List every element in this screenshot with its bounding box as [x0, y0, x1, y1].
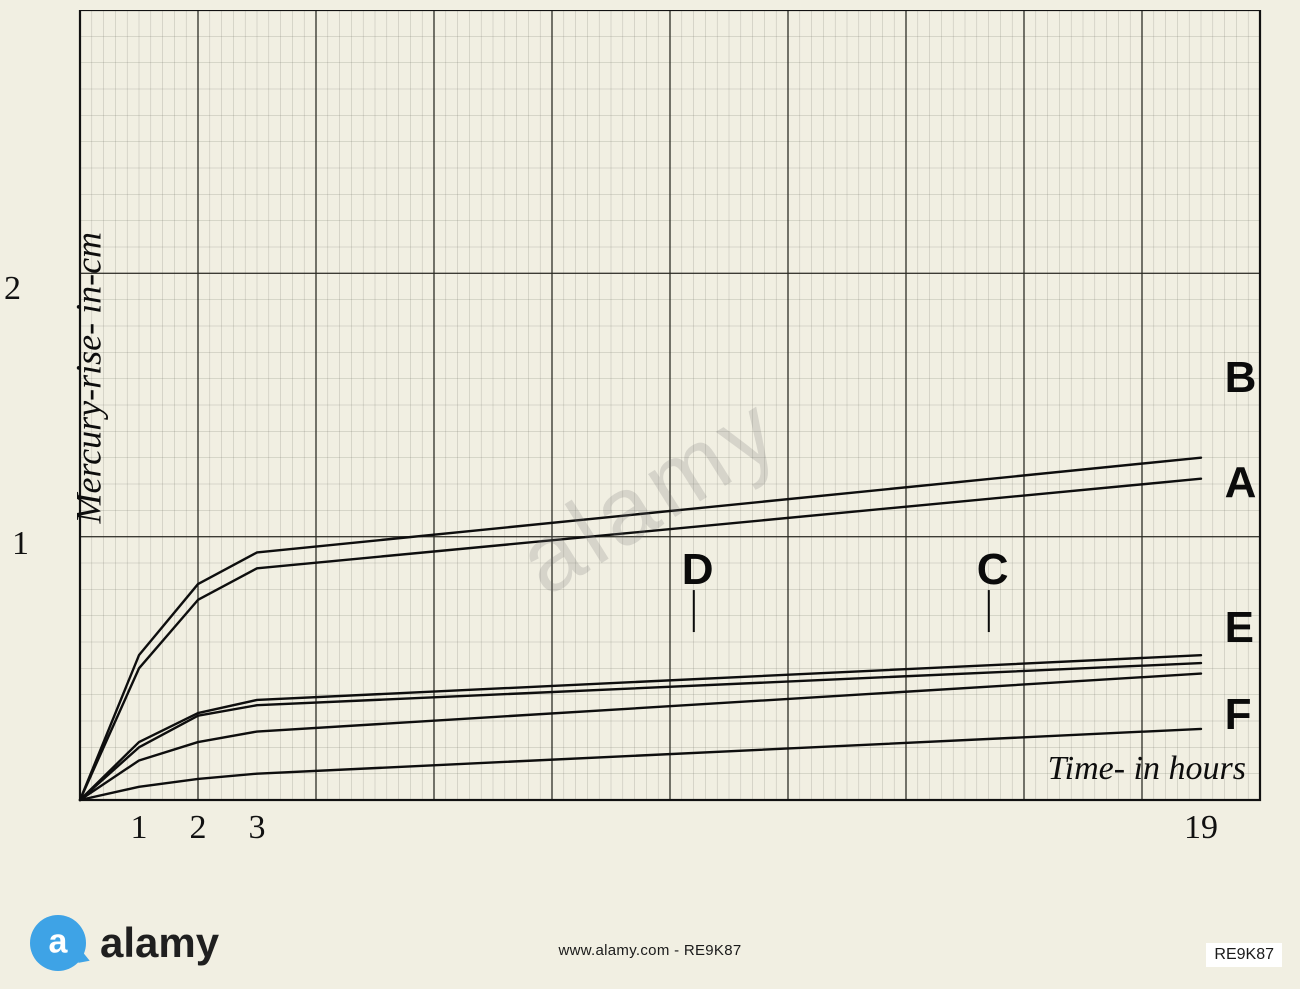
series-label-C: C [977, 545, 1009, 594]
page: 2 1 B A D C EF 1 2 3 19 Time- in hours Mercury-ris… [0, 0, 1300, 989]
ytick-1: 1 [12, 525, 29, 563]
image-id: RE9K87 [1206, 943, 1282, 967]
alamy-logo-bubble: a [30, 915, 86, 971]
xtick-2: 2 [190, 809, 207, 840]
x-axis-label: Time- in hours [1048, 750, 1246, 787]
ytick-2: 2 [4, 270, 21, 308]
xtick-19: 19 [1184, 809, 1218, 840]
series-label-A: A [1225, 458, 1257, 507]
alamy-logo-word: alamy [100, 919, 219, 967]
credit-line: www.alamy.com - RE9K87 [558, 942, 741, 959]
chart-svg: B A D C EF 1 2 3 19 Time- in hours Mercury-rise- i… [40, 10, 1270, 840]
xtick-3: 3 [249, 809, 266, 840]
y-axis-label: Mercury-rise- in-cm [69, 232, 109, 525]
xtick-1: 1 [131, 809, 148, 840]
series-label-F: F [1225, 690, 1252, 739]
alamy-logo: a alamy [30, 915, 219, 971]
series-label-B: B [1225, 353, 1257, 402]
alamy-logo-a: a [49, 923, 68, 962]
chart: B A D C EF 1 2 3 19 Time- in hours Mercury-rise- i… [40, 10, 1270, 840]
series-label-D: D [682, 545, 714, 594]
series-label-E: E [1225, 603, 1254, 652]
